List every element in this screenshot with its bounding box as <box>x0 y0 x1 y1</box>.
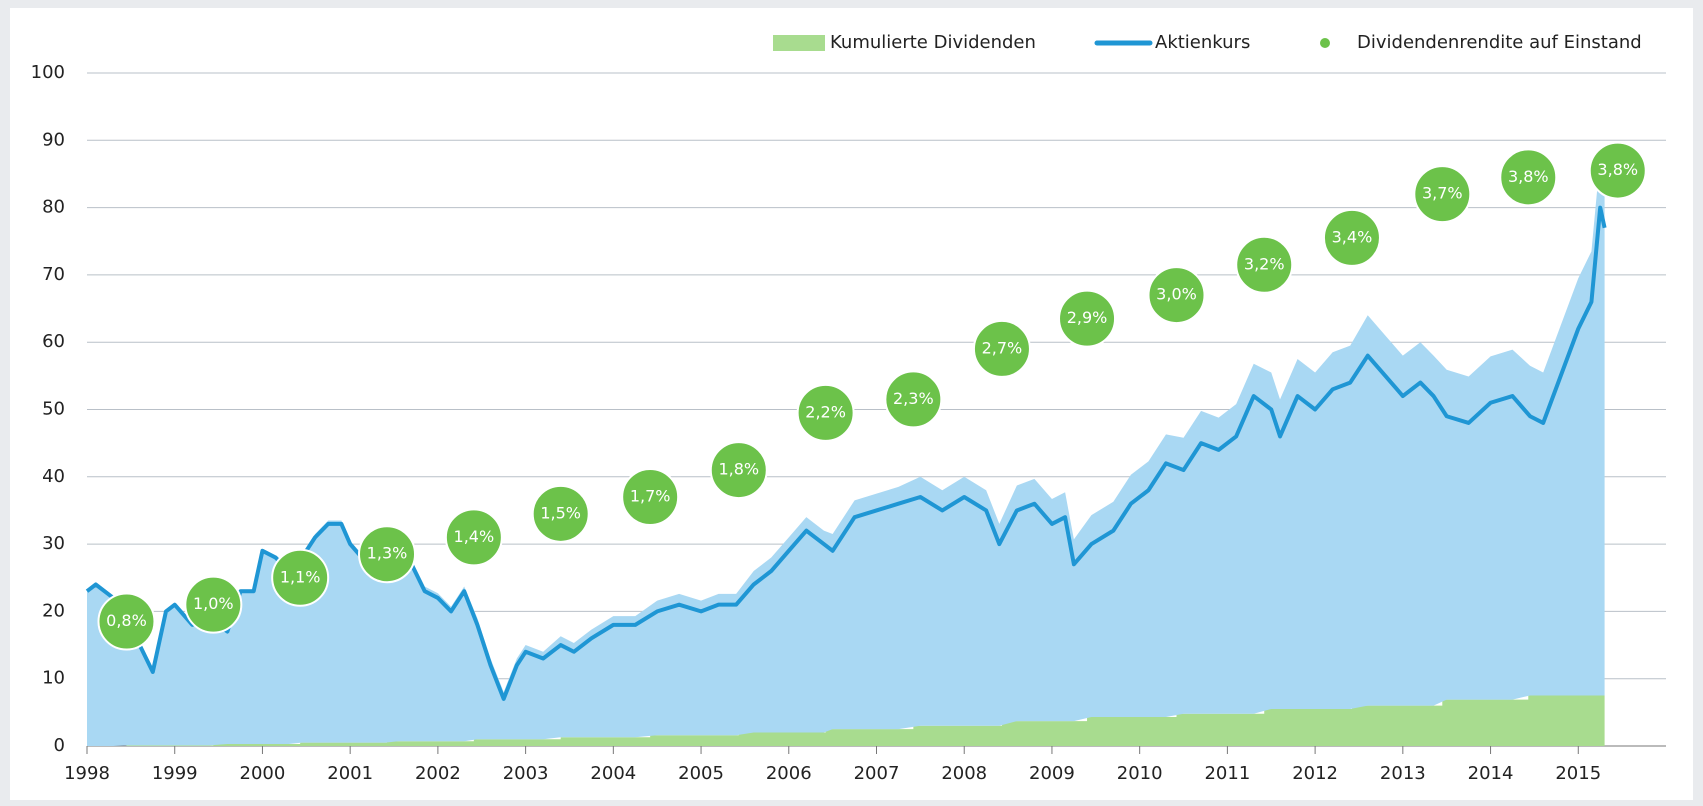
yield-label: 1,1% <box>280 567 321 586</box>
yield-label: 3,8% <box>1508 167 1549 186</box>
yield-bubble <box>972 319 1031 378</box>
yield-label: 1,4% <box>454 527 495 546</box>
legend-swatch <box>1320 38 1330 48</box>
yield-bubble <box>1235 235 1294 294</box>
yield-label: 3,2% <box>1244 254 1285 273</box>
legend-label: Dividendenrendite auf Einstand <box>1357 32 1642 53</box>
yield-bubble <box>621 467 680 526</box>
yield-bubble <box>271 548 330 607</box>
yield-label: 2,7% <box>982 338 1023 357</box>
legend-swatch <box>773 35 825 51</box>
y-tick-label: 0 <box>54 735 65 756</box>
x-tick-label: 2008 <box>941 763 987 784</box>
yield-label: 0,8% <box>106 611 147 630</box>
yield-bubble <box>1147 266 1206 325</box>
y-tick-label: 50 <box>42 399 65 420</box>
x-tick-label: 2012 <box>1292 763 1338 784</box>
x-tick-label: 2004 <box>590 763 636 784</box>
yield-label: 1,5% <box>540 503 581 522</box>
yield-bubble <box>358 525 417 584</box>
y-tick-label: 90 <box>42 129 65 150</box>
yield-label: 3,8% <box>1597 160 1638 179</box>
yield-bubble <box>709 441 768 500</box>
legend: Kumulierte Dividenden Aktienkurs Dividende… <box>773 32 1642 53</box>
axes: 0 10 20 30 40 50 60 70 80 90 100 1998 1999 2000 2001 20… <box>31 62 1602 784</box>
x-tick-label: 2003 <box>503 763 549 784</box>
x-tick-label: 2005 <box>678 763 724 784</box>
yield-label: 2,2% <box>805 402 846 421</box>
y-tick-label: 10 <box>42 668 65 689</box>
x-tick-label: 1999 <box>152 763 198 784</box>
yield-bubble <box>1499 148 1558 207</box>
yield-bubble <box>1588 141 1647 200</box>
plot: 0,8% 1,0% 1,1% 1,3% 1,4% 1,5% 1,7% 1,8% 2,2% 2,3%… <box>85 141 1647 746</box>
yield-bubble <box>531 484 590 543</box>
x-tick-label: 2002 <box>415 763 461 784</box>
y-tick-label: 70 <box>42 264 65 285</box>
x-tick-label: 2000 <box>240 763 286 784</box>
yield-bubble <box>97 592 156 651</box>
x-tick-label: 1998 <box>64 763 110 784</box>
yield-bubble <box>444 508 503 567</box>
y-tick-label: 100 <box>31 62 65 83</box>
yield-bubble <box>796 383 855 442</box>
x-tick-label: 2010 <box>1117 763 1163 784</box>
yield-label: 2,9% <box>1067 308 1108 327</box>
yield-label: 1,8% <box>718 460 759 479</box>
x-tick-label: 2007 <box>854 763 900 784</box>
y-tick-label: 20 <box>42 600 65 621</box>
y-tick-label: 80 <box>42 197 65 218</box>
y-tick-label: 40 <box>42 466 65 487</box>
x-tick-label: 2011 <box>1204 763 1250 784</box>
yield-label: 1,3% <box>367 544 408 563</box>
x-tick-label: 2015 <box>1555 763 1601 784</box>
y-tick-label: 60 <box>42 331 65 352</box>
yield-label: 2,3% <box>893 389 934 408</box>
yield-label: 3,0% <box>1156 285 1197 304</box>
x-tick-label: 2006 <box>766 763 812 784</box>
x-tick-label: 2013 <box>1380 763 1426 784</box>
yield-bubble <box>1413 165 1472 224</box>
yield-label: 1,7% <box>630 486 671 505</box>
yield-bubble <box>184 575 243 634</box>
yield-label: 3,7% <box>1422 184 1463 203</box>
yield-bubble <box>1322 208 1381 267</box>
yield-label: 1,0% <box>193 594 234 613</box>
x-tick-label: 2009 <box>1029 763 1075 784</box>
dividend-area <box>87 695 1605 746</box>
yield-label: 3,4% <box>1332 227 1373 246</box>
x-tick-label: 2014 <box>1468 763 1514 784</box>
y-tick-label: 30 <box>42 533 65 554</box>
yield-bubble <box>1058 289 1117 348</box>
yield-bubble <box>884 370 943 429</box>
x-tick-label: 2001 <box>327 763 373 784</box>
legend-label: Aktienkurs <box>1155 32 1250 53</box>
legend-label: Kumulierte Dividenden <box>830 32 1036 53</box>
